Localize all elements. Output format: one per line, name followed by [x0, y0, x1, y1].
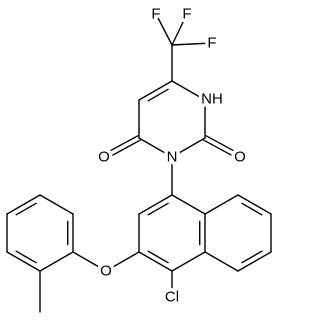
bond	[171, 194, 206, 215]
bond	[6, 194, 41, 215]
bond	[147, 202, 169, 216]
bond	[171, 42, 213, 46]
bond	[138, 194, 173, 215]
bond	[204, 251, 239, 272]
atom-label: O	[98, 149, 110, 166]
bond	[147, 88, 169, 102]
bond	[138, 137, 173, 158]
bond	[102, 135, 139, 156]
bond	[72, 251, 107, 272]
bond	[147, 250, 169, 264]
atom-label: F	[207, 35, 216, 52]
bond	[15, 202, 37, 216]
molecule-diagram: F F F NH O O N O Cl	[6, 2, 272, 313]
bond	[204, 194, 239, 215]
atom-label: O	[234, 149, 246, 166]
bond	[237, 194, 272, 215]
bond	[6, 251, 41, 272]
bond	[203, 139, 240, 160]
atom-label: F	[182, 6, 191, 23]
bond	[237, 251, 272, 272]
bonds	[6, 13, 272, 313]
bond	[138, 251, 173, 272]
atom-labels: F F F NH O O N O Cl	[95, 2, 250, 309]
bond	[241, 250, 263, 264]
bond	[105, 251, 140, 272]
bond	[138, 80, 173, 101]
bond	[205, 135, 242, 156]
atom-label: NH	[201, 91, 223, 108]
bond	[241, 202, 263, 216]
bond	[155, 13, 173, 46]
bond	[171, 80, 206, 101]
bond	[171, 251, 206, 272]
bond	[15, 250, 37, 264]
atom-label: O	[100, 263, 112, 280]
bond	[171, 13, 188, 46]
bond	[171, 137, 206, 158]
atom-label: N	[167, 149, 178, 166]
bond	[39, 251, 74, 272]
atom-label: F	[151, 6, 160, 23]
bond	[104, 139, 141, 160]
atom-label: Cl	[165, 289, 179, 306]
bond	[39, 194, 74, 215]
